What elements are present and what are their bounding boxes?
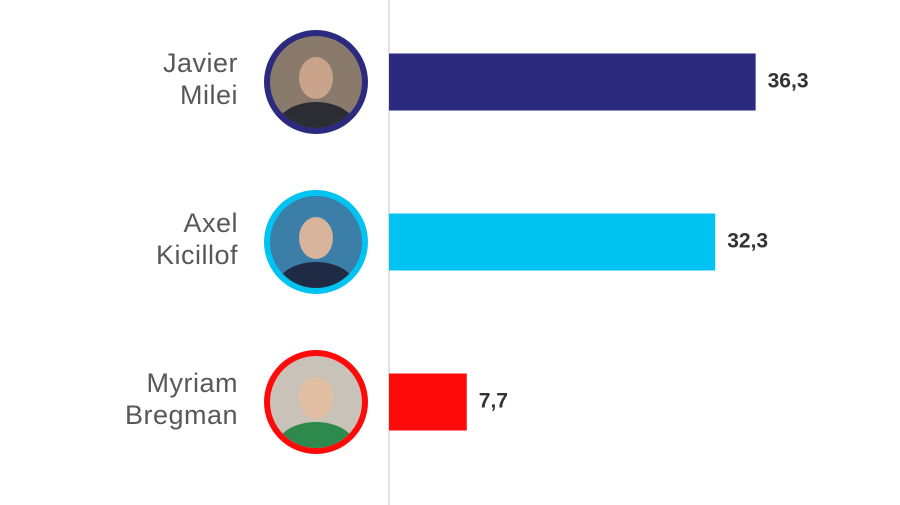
category-label: Bregman — [125, 400, 238, 430]
category-label: Kicillof — [156, 240, 238, 270]
category-label: Milei — [180, 80, 238, 110]
category-label: Axel — [183, 208, 238, 238]
photo-body — [276, 262, 356, 288]
bar — [389, 213, 716, 271]
avatar-photo — [270, 356, 362, 448]
avatar-photo — [270, 196, 362, 288]
photo-body — [276, 422, 356, 448]
photo-head — [299, 57, 333, 99]
bar — [389, 373, 467, 431]
avatars — [264, 30, 368, 454]
photo-head — [299, 377, 333, 419]
value-label: 7,7 — [479, 390, 508, 413]
value-label: 32,3 — [727, 230, 768, 253]
photo-body — [276, 102, 356, 128]
category-label: Javier — [163, 48, 238, 78]
value-label: 36,3 — [768, 70, 809, 93]
photo-head — [299, 217, 333, 259]
category-label: Myriam — [147, 368, 239, 398]
avatar-photo — [270, 36, 362, 128]
bar — [389, 53, 756, 111]
